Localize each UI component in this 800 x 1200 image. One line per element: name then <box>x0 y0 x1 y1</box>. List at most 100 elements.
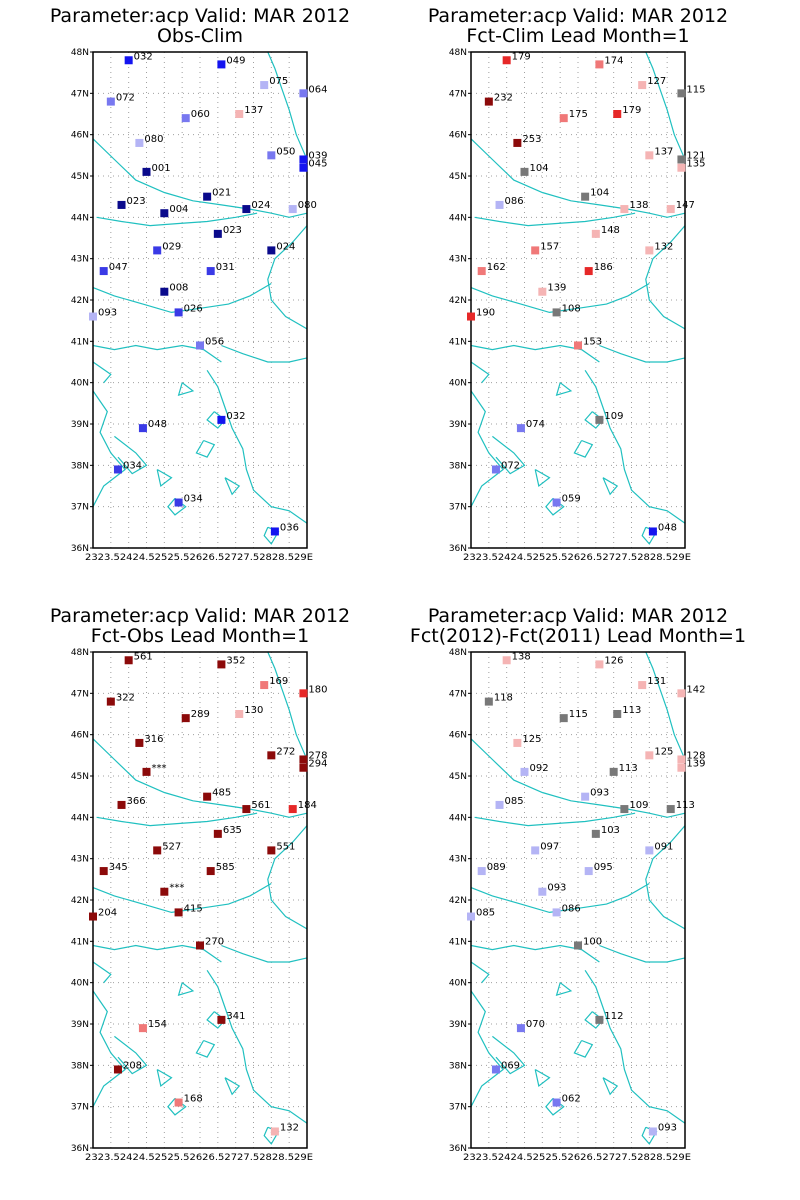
station-value-label: 270 <box>205 936 224 947</box>
station-square <box>124 56 133 65</box>
station-marker: 366 <box>117 796 146 809</box>
station-value-label: 174 <box>604 55 623 66</box>
station-value-label: 034 <box>123 460 142 471</box>
lat-tick-label: 44N <box>71 213 89 223</box>
station-value-label: 153 <box>583 336 602 347</box>
lat-tick-label: 46N <box>449 131 467 141</box>
lat-tick-label: 46N <box>71 731 89 741</box>
station-marker: 039 <box>299 150 328 164</box>
lat-tick-label: 45N <box>71 172 89 182</box>
station-value-label: 080 <box>144 134 163 145</box>
station-value-label: 138 <box>512 651 531 662</box>
station-marker: 139 <box>677 759 706 772</box>
station-marker: 060 <box>181 109 210 123</box>
lat-tick-label: 41N <box>449 337 467 347</box>
lat-tick-label: 46N <box>449 731 467 741</box>
station-square <box>591 229 600 238</box>
station-marker: 184 <box>288 800 317 814</box>
station-value-label: 169 <box>269 676 288 687</box>
lat-tick-label: 41N <box>71 937 89 947</box>
lon-tick-labels: 2323.52424.52525.52626.52727.52828.529E <box>85 553 313 563</box>
lat-tick-label: 36N <box>71 544 89 554</box>
station-square <box>117 200 126 209</box>
station-value-label: 108 <box>562 303 581 314</box>
station-square <box>260 81 269 90</box>
station-marker: 125 <box>645 746 673 760</box>
station-value-label: 029 <box>162 241 181 252</box>
station-value-label: 115 <box>686 84 705 95</box>
station-square <box>538 287 547 296</box>
station-value-label: 289 <box>191 709 210 720</box>
station-marker: 527 <box>153 841 181 855</box>
station-square <box>174 1098 183 1107</box>
station-value-label: 056 <box>205 336 224 347</box>
station-value-label: 097 <box>540 841 559 852</box>
station-value-label: 093 <box>658 1122 677 1133</box>
station-value-label: 049 <box>226 55 245 66</box>
station-value-label: 008 <box>169 283 188 294</box>
map-frame <box>92 51 308 549</box>
station-value-label: 184 <box>298 800 317 811</box>
station-value-label: 048 <box>148 419 167 430</box>
lat-tick-label: 44N <box>71 813 89 823</box>
station-marker: 032 <box>124 51 153 65</box>
station-value-label: 113 <box>622 705 641 716</box>
station-marker: 135 <box>677 159 706 172</box>
station-value-label: 551 <box>276 841 295 852</box>
lat-tick-label: 42N <box>449 296 467 306</box>
station-marker: 080 <box>135 134 163 147</box>
station-marker: 109 <box>595 411 623 424</box>
station-value-label: 115 <box>569 709 588 720</box>
station-marker: 021 <box>203 188 231 201</box>
lat-tick-label: 45N <box>71 772 89 782</box>
station-value-label: 047 <box>109 262 128 273</box>
panel-subtitle: Obs-Clim <box>157 25 243 47</box>
station-marker: 104 <box>520 163 549 176</box>
station-square <box>591 829 600 838</box>
station-value-label: 072 <box>116 93 135 104</box>
station-marker: 029 <box>153 241 181 255</box>
station-square <box>181 114 190 123</box>
station-value-label: 137 <box>244 105 263 116</box>
lat-tick-label: 41N <box>449 937 467 947</box>
station-value-label: 060 <box>191 109 210 120</box>
panel-title: Parameter:acp Valid: MAR 2012 <box>50 605 350 627</box>
station-value-label: 034 <box>184 494 203 505</box>
station-square <box>267 151 276 160</box>
station-square <box>584 267 593 276</box>
station-marker: 204 <box>89 908 117 921</box>
station-square <box>520 167 529 176</box>
lon-tick-labels: 2323.52424.52525.52626.52727.52828.529E <box>463 1153 691 1163</box>
station-marker: 085 <box>467 908 495 921</box>
station-value-label: 186 <box>594 262 613 273</box>
station-square <box>467 912 475 921</box>
lat-tick-label: 47N <box>71 89 89 99</box>
station-marker: 253 <box>513 134 541 147</box>
station-value-label: 024 <box>251 200 270 211</box>
station-square <box>89 312 97 321</box>
station-marker: 121 <box>677 150 706 164</box>
station-marker: *** <box>160 883 184 896</box>
station-value-label: 021 <box>212 188 231 199</box>
lat-tick-label: 39N <box>71 420 89 430</box>
station-value-label: 085 <box>476 908 495 919</box>
station-value-label: 103 <box>601 825 620 836</box>
station-square <box>495 800 504 809</box>
station-marker: 345 <box>99 862 128 876</box>
station-marker: 126 <box>595 655 623 669</box>
lat-tick-label: 48N <box>71 648 89 658</box>
station-value-label: 127 <box>647 76 666 87</box>
station-marker: 113 <box>609 763 638 776</box>
station-square <box>106 697 115 706</box>
station-square <box>89 912 97 921</box>
station-marker: 551 <box>267 841 295 855</box>
panel-title: Parameter:acp Valid: MAR 2012 <box>50 5 350 27</box>
station-square <box>235 110 244 118</box>
station-marker: 278 <box>299 750 328 764</box>
station-square <box>203 792 212 801</box>
lon-tick-labels: 2323.52424.52525.52626.52727.52828.529E <box>463 553 691 563</box>
lat-tick-label: 47N <box>449 689 467 699</box>
station-square <box>270 527 279 536</box>
station-value-label: 366 <box>127 796 146 807</box>
